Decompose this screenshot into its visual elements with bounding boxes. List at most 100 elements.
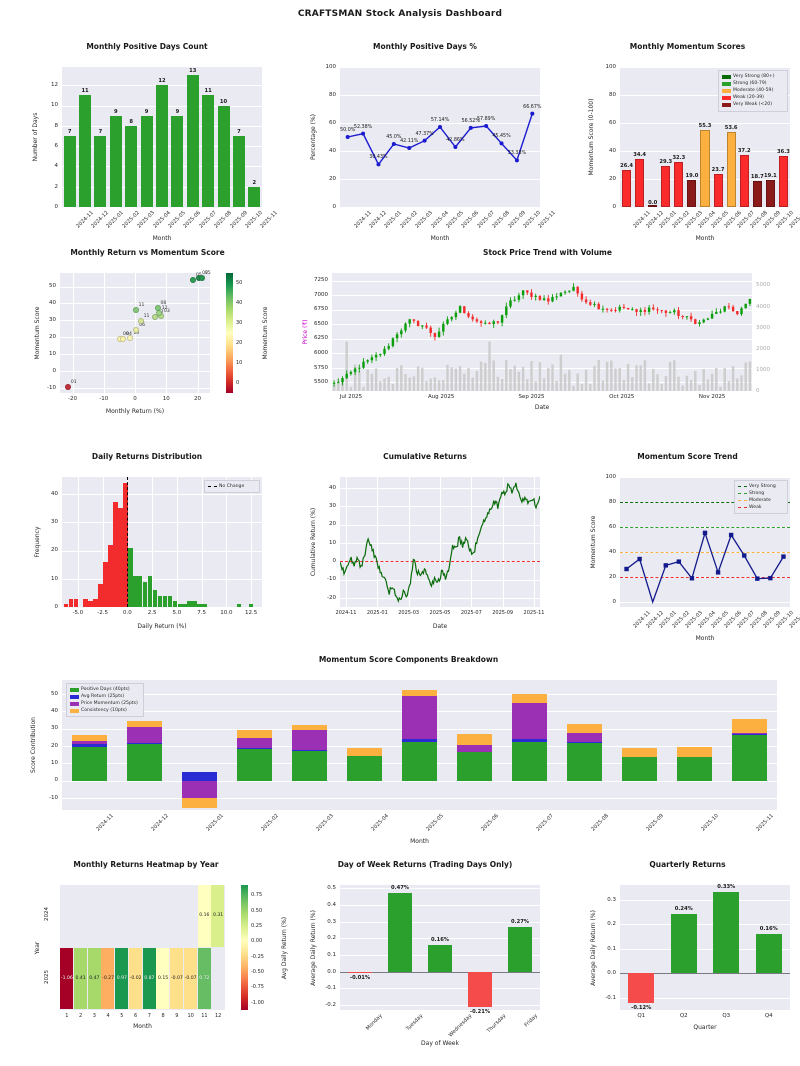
y-tick-label: 20 [329,521,336,528]
gridline-v [377,477,379,607]
y-tick-label: 0.1 [607,945,616,952]
x-axis-label: Date [534,404,550,411]
point-value-label: 33.33% [507,151,527,157]
legend-label: Moderate (40-59) [733,88,774,94]
y-tick-label: 0 [612,203,617,210]
legend-label: Very Strong [749,484,776,489]
histogram-bar [152,590,158,607]
stacked-bar-segment [732,732,767,734]
gridline-h [340,1005,540,1006]
scatter-point-label: 07 [202,271,208,277]
y-axis-label: Percentage (%) [310,113,317,161]
bar [752,180,762,207]
legend-item: Very Strong (80+) [722,73,784,80]
histogram-bar [118,508,123,607]
histogram-bar [162,595,168,607]
panel-cumulative-returns: Cumulative Returns -20 -10 0 10 20 30 40 2024-1… [300,452,550,642]
heatmap-cell [101,947,115,1010]
y-tick-label: 6500 [314,320,328,327]
histogram-bar [103,561,108,607]
plot-momentum-scores: 0 20 40 60 80 100 26.4 34.4 0.0 29.3 32.3 19.0 55.3 2… [588,64,800,242]
gridline-h [332,353,752,355]
legend-label: Very Strong (80+) [733,74,775,79]
legend-label: Positive Days (40pts) [81,687,130,692]
zero-reference-line [340,561,540,563]
heatmap-cell [101,885,115,947]
threshold-line-weak [620,577,790,578]
y-tick-label: 10 [51,102,58,109]
gridline-h [62,207,262,208]
gridline-h [620,924,790,926]
scatter-point-label: 03 [163,309,170,315]
colorbar-tick-label: 0 [236,380,240,386]
x-axis-label: Month [430,235,450,242]
gridline-h [340,905,540,906]
stacked-bar-segment [182,780,217,798]
y-tick-label: 0.3 [607,896,616,903]
heatmap-cell [128,947,142,1010]
legend-dashed-line [738,493,747,495]
x-tick-label: 2025-10 [699,813,720,833]
x-tick-label: 2025-03 [314,813,335,833]
gridline-h [620,899,790,901]
colorbar-label: Momentum Score [262,306,269,360]
plot-cumulative-returns: -20 -10 0 10 20 30 40 2024-11 2025-01 2025-03 2025… [310,477,544,630]
gridline-h [620,477,790,478]
scatter-point [133,327,140,334]
gridline-h [620,95,790,96]
heatmap-cell-value: -0.07 [170,975,183,981]
panel-title-price-volume: Stock Price Trend with Volume [483,248,612,257]
plot-heatmap: 0.16 0.31 -1.06 0.41 0.47 -0.27 0.97 -0.02 0.87 0… [34,885,288,1030]
stacked-bar-segment [347,747,382,756]
x-axis-label: Month [695,235,715,242]
gridline-v [502,477,504,607]
heatmap-cell [60,885,74,947]
x-tick-label: -5.0 [72,610,84,616]
colorbar-tick-label: 0.25 [251,923,263,930]
gridline-h [62,797,777,799]
histogram-bar [98,584,103,607]
gridline-h [62,550,262,552]
plot-daily-returns-dist: 0 10 20 30 40 -5.0 -2.5 0.0 2.5 5.0 7.5 10.0 12.5 Dai… [34,477,262,630]
y-tick-label: -0.2 [325,1001,336,1008]
bar-value-label: 36.3 [777,149,790,156]
point-value-label: 52.38% [353,124,373,130]
heatmap-cell [170,885,184,947]
x-tick-label: 2025-01 [366,610,388,616]
x-tick-label: 2025-07 [460,610,482,616]
x-axis-label: Month [133,1023,152,1030]
gridline-h [340,938,540,940]
gridline-h [620,207,790,208]
panel-title-positive-days-pct: Monthly Positive Days % [373,42,477,51]
y-tick-label: 7250 [314,277,328,284]
legend-item: No Change [208,483,256,490]
panel-title-quarterly: Quarterly Returns [649,860,726,869]
colorbar-tick-label: 10 [236,360,243,366]
gridline-v [251,477,253,607]
y-tick-label: 5500 [314,379,328,386]
y-tick-label: 0.2 [327,935,336,942]
x-tick-label: 12.5 [244,610,258,616]
heatmap-cell [183,947,197,1010]
heatmap-cell [142,885,156,947]
panel-title-heatmap: Monthly Returns Heatmap by Year [73,860,219,869]
legend-swatch [722,81,731,86]
histogram-bar [142,581,148,607]
gridline-v [440,477,441,607]
y-axis-label: Score Contribution [30,717,37,773]
y-tick-label: 6 [54,142,59,149]
x-tick-label: 0 [133,396,137,402]
y-tick-label: 8 [54,122,59,129]
y-axis-label: Year [34,941,41,954]
x-tick-label: 6 [134,1013,138,1019]
stacked-bar-segment [237,747,272,750]
heatmap-cell [142,947,156,1010]
bar-value-label: 12 [158,78,166,85]
y-tick-label: 20 [609,573,616,580]
point-value-label: 66.67% [523,104,542,110]
y-tick-label: 0.1 [327,951,336,958]
y-tick-label: 10 [51,760,58,766]
bar [687,180,697,207]
bar-value-label: 10 [219,98,228,105]
stacked-bar-segment [732,719,767,733]
